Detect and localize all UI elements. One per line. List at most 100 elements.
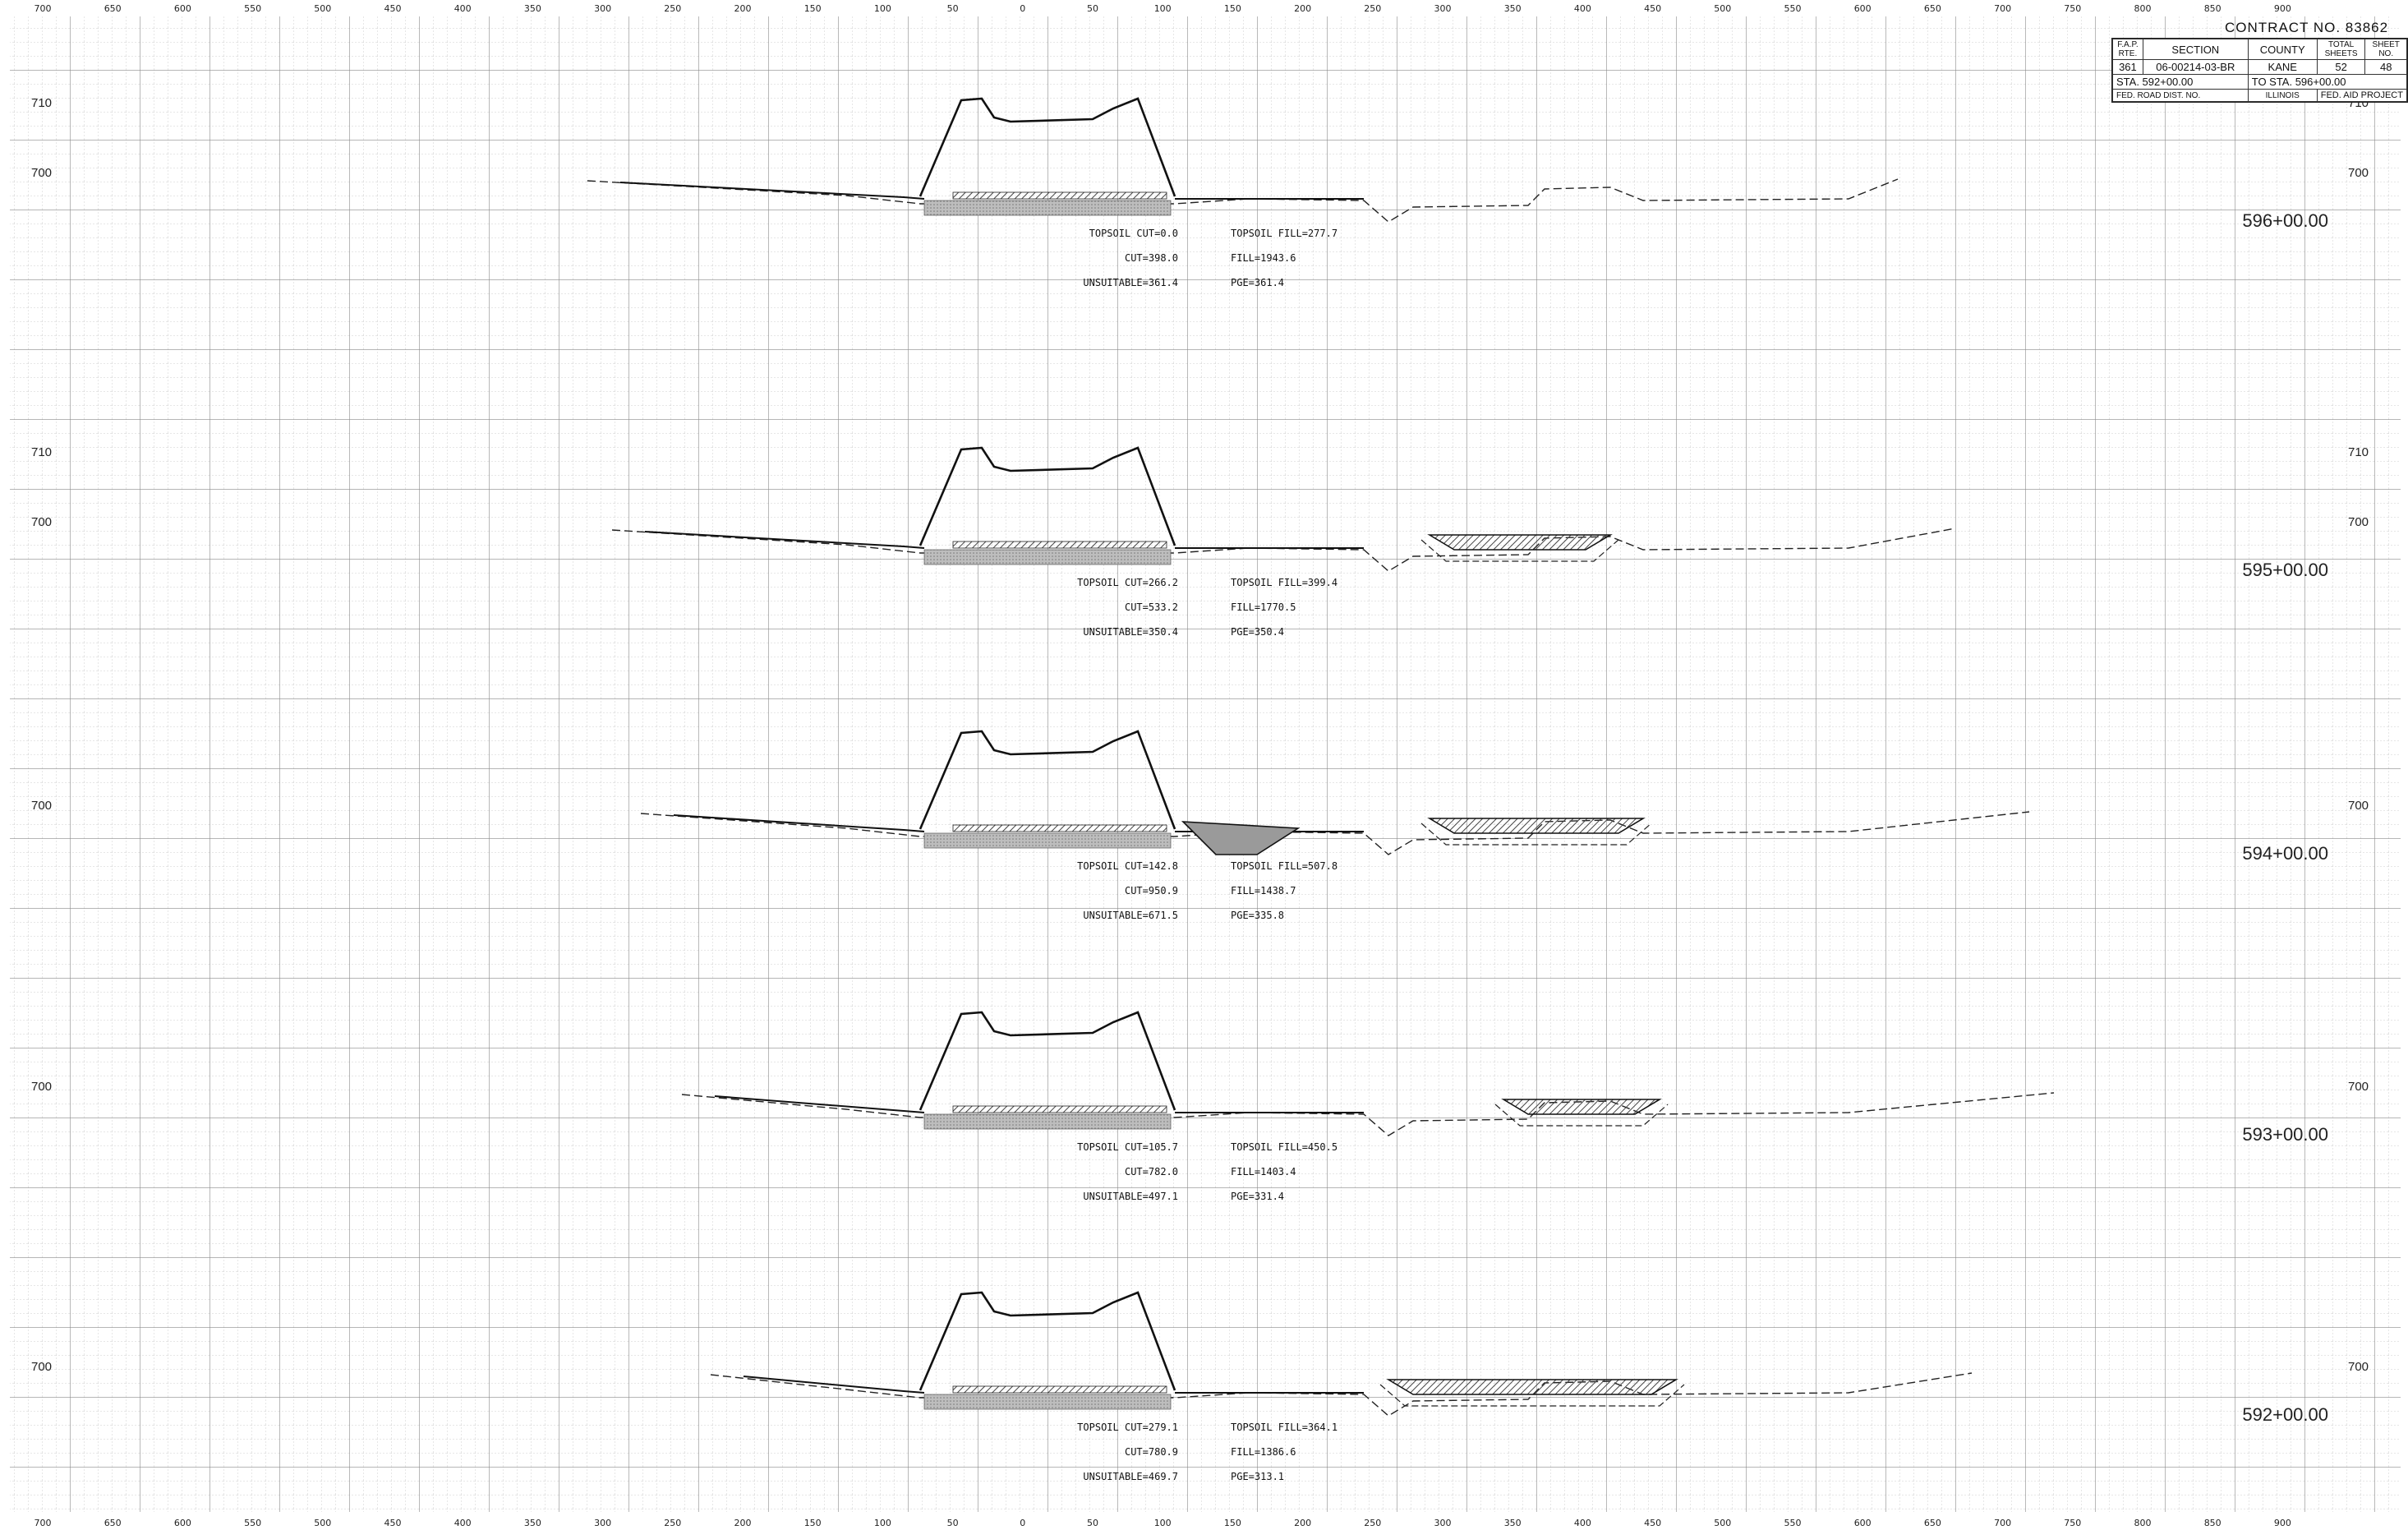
quantity-fill: FILL=1403.4 — [1231, 1166, 1296, 1177]
title-block-project-row: FED. ROAD DIST. NO. ILLINOIS FED. AID PR… — [2112, 89, 2408, 102]
scale-tick-label: 900 — [2274, 3, 2291, 14]
elevation-label: 700 — [2348, 515, 2369, 529]
embankment-outline — [919, 1291, 1176, 1391]
quantity-topsoil-cut: TOPSOIL CUT=279.1 — [1077, 1422, 1178, 1433]
channel-hatch-fill — [1427, 534, 1613, 551]
scale-tick-label: 850 — [2204, 3, 2222, 14]
scale-tick-label: 150 — [1224, 3, 1241, 14]
value-county: KANE — [2247, 59, 2318, 75]
scale-tick-label: 500 — [1714, 3, 1731, 14]
scale-tick-label: 400 — [1574, 1518, 1591, 1528]
scale-tick-label: 700 — [35, 1518, 52, 1528]
value-sheet-no: 48 — [2364, 59, 2407, 75]
header-county: COUNTY — [2247, 39, 2318, 60]
scale-tick-label: 700 — [1994, 3, 2011, 14]
station-from: STA. 592+00.00 — [2112, 74, 2249, 90]
elevation-label: 710 — [31, 445, 52, 459]
station-label: 593+00.00 — [2242, 1124, 2328, 1145]
scale-tick-label: 750 — [2064, 3, 2081, 14]
ditch-fill — [1181, 821, 1301, 855]
scale-tick-label: 600 — [1854, 1518, 1872, 1528]
unsuitable-material-band — [923, 200, 1172, 216]
scale-tick-label: 550 — [1784, 3, 1802, 14]
station-label: 596+00.00 — [2242, 210, 2328, 231]
channel-hatch-fill — [1501, 1099, 1662, 1115]
station-label: 592+00.00 — [2242, 1404, 2328, 1425]
channel-offset-line — [1420, 823, 1652, 846]
quantity-cut: CUT=398.0 — [1125, 252, 1178, 264]
scale-tick-label: 50 — [947, 1518, 959, 1528]
quantity-topsoil-fill: TOPSOIL FILL=399.4 — [1231, 577, 1338, 588]
quantity-topsoil-cut: TOPSOIL CUT=266.2 — [1077, 577, 1178, 588]
proposed-grade-left — [644, 531, 925, 549]
scale-tick-label: 600 — [174, 3, 191, 14]
topsoil-hatch-strip — [952, 1105, 1167, 1113]
scale-tick-label: 650 — [104, 3, 122, 14]
scale-tick-label: 150 — [1224, 1518, 1241, 1528]
scale-tick-label: 700 — [35, 3, 52, 14]
scale-tick-label: 500 — [314, 3, 331, 14]
scale-tick-label: 100 — [874, 3, 891, 14]
scale-tick-label: 400 — [454, 3, 472, 14]
elevation-label: 710 — [2348, 445, 2369, 459]
topsoil-hatch-strip — [952, 824, 1167, 832]
proposed-grade-left — [714, 1095, 925, 1113]
proposed-grade-left — [673, 814, 925, 832]
scale-tick-label: 100 — [1154, 3, 1172, 14]
header-fap-rte: F.A.P. RTE. — [2112, 39, 2143, 60]
quantity-topsoil-fill: TOPSOIL FILL=277.7 — [1231, 228, 1338, 239]
bottom-offset-scale: 700 650 600 550 500 450 400 350 300 250 200 150 100 5… — [35, 1518, 2291, 1528]
quantity-fill: FILL=1438.7 — [1231, 885, 1296, 896]
scale-tick-label: 650 — [1924, 3, 1941, 14]
scale-tick-label: 300 — [594, 3, 611, 14]
quantity-cut: CUT=950.9 — [1125, 885, 1178, 896]
quantity-unsuitable: UNSUITABLE=361.4 — [1083, 277, 1178, 288]
scale-tick-label: 150 — [804, 3, 822, 14]
title-block-station-row: STA. 592+00.00 TO STA. 596+00.00 — [2112, 74, 2408, 90]
quantity-fill: FILL=1770.5 — [1231, 601, 1296, 613]
fed-aid-project: FED. AID PROJECT — [2316, 89, 2408, 102]
elevation-label: 700 — [2348, 1080, 2369, 1094]
title-block-header-row: F.A.P. RTE. SECTION COUNTY TOTAL SHEETS … — [2112, 39, 2407, 60]
elevation-label: 700 — [31, 166, 52, 180]
scale-tick-label: 50 — [1087, 3, 1098, 14]
value-fap-rte: 361 — [2112, 59, 2143, 75]
fed-road-district: FED. ROAD DIST. NO. — [2112, 89, 2249, 102]
value-total-sheets: 52 — [2316, 59, 2366, 75]
quantity-unsuitable: UNSUITABLE=497.1 — [1083, 1191, 1178, 1202]
cross-section: 700 700 TOPSOIL CUT=142.8 CUT=950.9 UNSUITAB… — [31, 730, 2369, 921]
title-block: F.A.P. RTE. SECTION COUNTY TOTAL SHEETS … — [2111, 38, 2408, 103]
scale-tick-label: 550 — [244, 1518, 261, 1528]
title-block-value-row: 361 06-00214-03-BR KANE 52 48 — [2112, 59, 2407, 75]
scale-tick-label: 650 — [104, 1518, 122, 1528]
scale-tick-label: 150 — [804, 1518, 822, 1528]
quantity-topsoil-cut: TOPSOIL CUT=0.0 — [1089, 228, 1178, 239]
scale-tick-label: 50 — [947, 3, 959, 14]
sections-layer: 710 700 710 700 TOPSOIL CUT=0.0 CUT=398.0 UNSU… — [31, 96, 2369, 1482]
scale-tick-label: 100 — [1154, 1518, 1172, 1528]
quantity-pge: PGE=350.4 — [1231, 626, 1284, 638]
quantity-pge: PGE=361.4 — [1231, 277, 1284, 288]
quantity-pge: PGE=313.1 — [1231, 1471, 1284, 1482]
embankment-outline — [919, 730, 1176, 830]
cross-section: 700 700 TOPSOIL CUT=279.1 CUT=780.9 UNSUITAB… — [31, 1291, 2369, 1482]
scale-tick-label: 700 — [1994, 1518, 2011, 1528]
unsuitable-material-band — [923, 1113, 1172, 1130]
elevation-label: 700 — [2348, 1360, 2369, 1374]
contract-number: CONTRACT NO. 83862 — [2225, 20, 2389, 35]
quantity-topsoil-fill: TOPSOIL FILL=364.1 — [1231, 1422, 1338, 1433]
scale-tick-label: 250 — [664, 1518, 681, 1528]
elevation-label: 710 — [31, 96, 52, 110]
scale-tick-label: 50 — [1087, 1518, 1098, 1528]
station-label: 595+00.00 — [2242, 560, 2328, 580]
quantity-fill: FILL=1943.6 — [1231, 252, 1296, 264]
quantity-topsoil-cut: TOPSOIL CUT=142.8 — [1077, 860, 1178, 872]
major-grid — [10, 16, 2401, 1512]
scale-tick-label: 300 — [594, 1518, 611, 1528]
proposed-grade-left — [619, 182, 925, 200]
embankment-outline — [919, 97, 1176, 197]
quantity-unsuitable: UNSUITABLE=469.7 — [1083, 1471, 1178, 1482]
station-label: 594+00.00 — [2242, 843, 2328, 864]
scale-tick-label: 200 — [734, 3, 752, 14]
